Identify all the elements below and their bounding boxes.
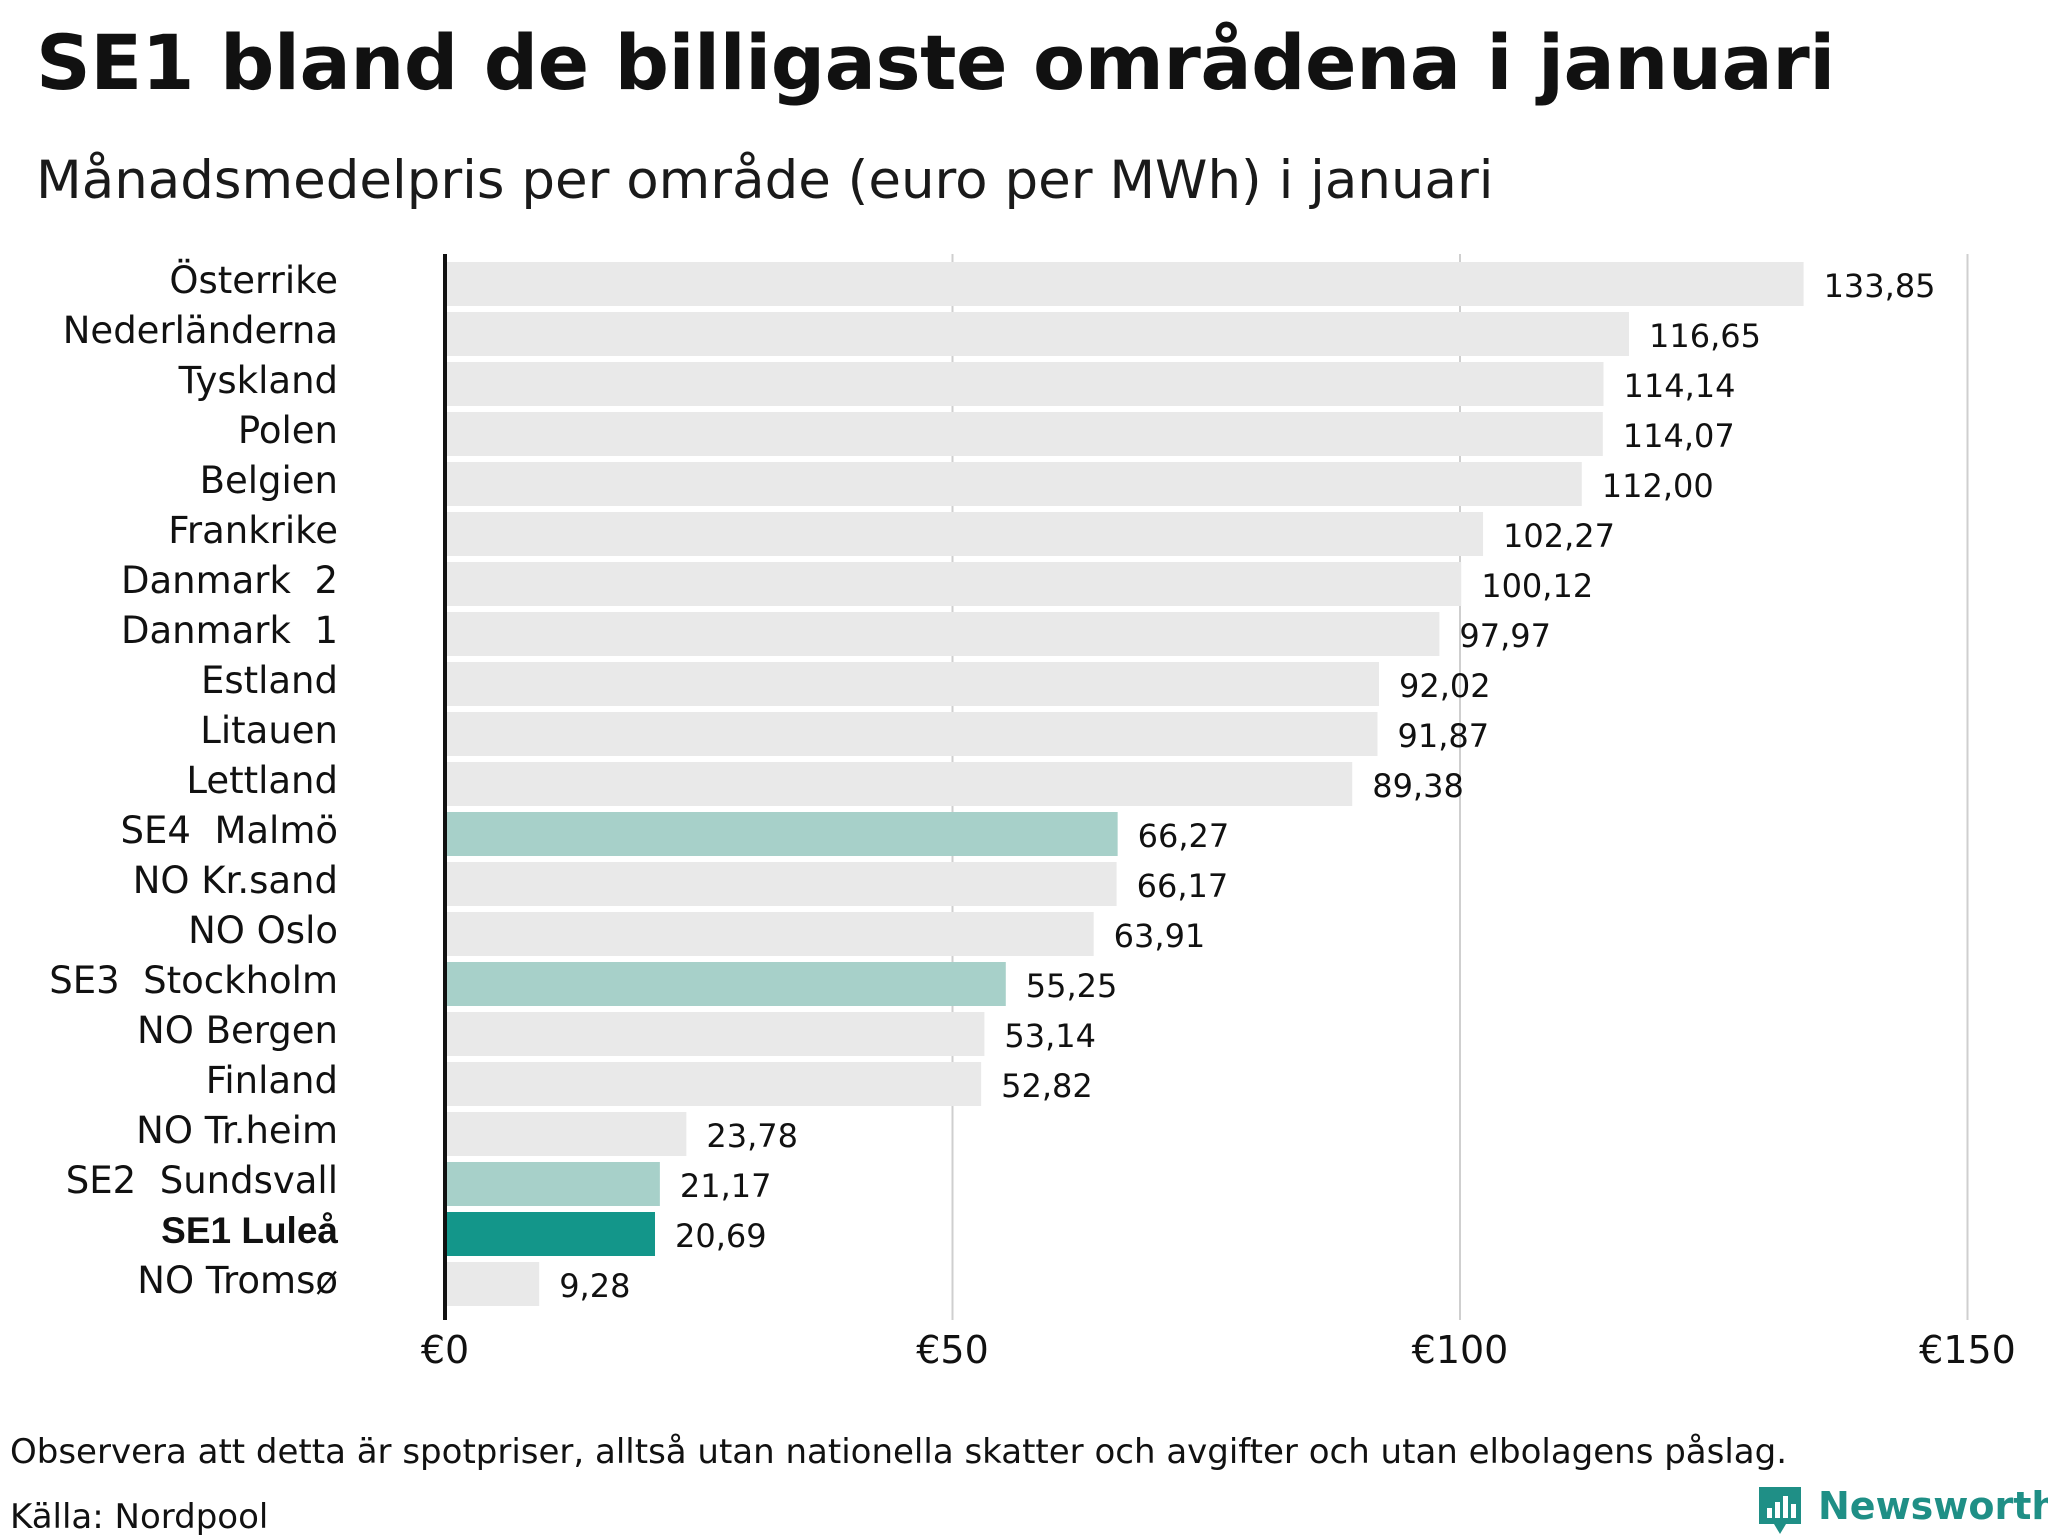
value-label: 92,02 [1399, 667, 1491, 705]
bar [445, 562, 1462, 606]
value-label: 9,28 [559, 1267, 630, 1305]
category-label: Finland [206, 1059, 338, 1102]
bar [445, 762, 1353, 806]
value-label: 116,65 [1649, 317, 1761, 355]
category-label: SE3 Stockholm [49, 959, 338, 1002]
category-label: NO Tromsø [137, 1259, 338, 1302]
category-label: Belgien [200, 459, 338, 502]
category-label: Frankrike [168, 509, 338, 552]
brand-logo: Newsworthy [1756, 1482, 2048, 1536]
bar [445, 612, 1440, 656]
bar [445, 262, 1804, 306]
chart-subtitle: Månadsmedelpris per område (euro per MWh… [36, 150, 1494, 211]
category-label: Danmark 1 [121, 609, 338, 652]
bar [445, 1212, 656, 1256]
value-label: 53,14 [1004, 1017, 1096, 1055]
value-label: 23,78 [706, 1117, 798, 1155]
category-label: Österrike [169, 259, 338, 302]
value-label: 102,27 [1503, 517, 1615, 555]
bar [445, 1162, 660, 1206]
bar [445, 812, 1118, 856]
bar [445, 1262, 540, 1306]
category-label: NO Kr.sand [133, 859, 338, 902]
value-label: 114,07 [1623, 417, 1735, 455]
bar [445, 912, 1094, 956]
bar [445, 862, 1117, 906]
value-label: 66,17 [1137, 867, 1229, 905]
chart-title: SE1 bland de billigaste områdena i janua… [36, 18, 1835, 107]
bar [445, 412, 1603, 456]
value-label: 21,17 [680, 1167, 772, 1205]
bar [445, 712, 1378, 756]
bar [445, 1012, 985, 1056]
bar-chart: Österrike 133,85 Nederländerna 116,65 Tyskla… [49, 254, 2016, 1372]
value-label: 114,14 [1624, 367, 1736, 405]
value-label: 20,69 [675, 1217, 767, 1255]
bar [445, 1062, 982, 1106]
bar [445, 662, 1380, 706]
source-note: Källa: Nordpool [10, 1497, 269, 1537]
bar [445, 312, 1629, 356]
value-label: 55,25 [1026, 967, 1118, 1005]
category-label: Estland [201, 659, 338, 702]
x-tick-label: €50 [916, 1328, 989, 1372]
bar [445, 1112, 687, 1156]
category-label: Danmark 2 [121, 559, 338, 602]
category-label: NO Tr.heim [136, 1109, 338, 1152]
value-label: 66,27 [1138, 817, 1230, 855]
value-label: 97,97 [1459, 617, 1551, 655]
value-label: 63,91 [1114, 917, 1206, 955]
category-label: SE1 Luleå [161, 1210, 338, 1251]
bar [445, 962, 1006, 1006]
value-label: 91,87 [1397, 717, 1489, 755]
bar [445, 512, 1484, 556]
category-label: NO Bergen [137, 1009, 338, 1052]
category-label: SE2 Sundsvall [66, 1159, 338, 1202]
bar [445, 362, 1604, 406]
brand-name: Newsworthy [1818, 1484, 2048, 1528]
x-tick-label: €150 [1919, 1328, 2016, 1372]
category-label: Nederländerna [63, 309, 338, 352]
category-label: Lettland [186, 759, 338, 802]
category-label: NO Oslo [188, 909, 338, 952]
value-label: 89,38 [1372, 767, 1464, 805]
value-label: 100,12 [1481, 567, 1593, 605]
category-label: Polen [238, 409, 338, 452]
category-label: Litauen [200, 709, 338, 752]
x-tick-label: €100 [1412, 1328, 1509, 1372]
value-label: 112,00 [1602, 467, 1714, 505]
category-label: Tyskland [178, 359, 338, 402]
bar [445, 462, 1582, 506]
value-label: 52,82 [1001, 1067, 1093, 1105]
x-tick-label: €0 [421, 1328, 469, 1372]
category-label: SE4 Malmö [121, 809, 338, 852]
newsworthy-logo-icon [1759, 1487, 1801, 1534]
value-label: 133,85 [1824, 267, 1936, 305]
footnote: Observera att detta är spotpriser, allts… [10, 1432, 1788, 1472]
